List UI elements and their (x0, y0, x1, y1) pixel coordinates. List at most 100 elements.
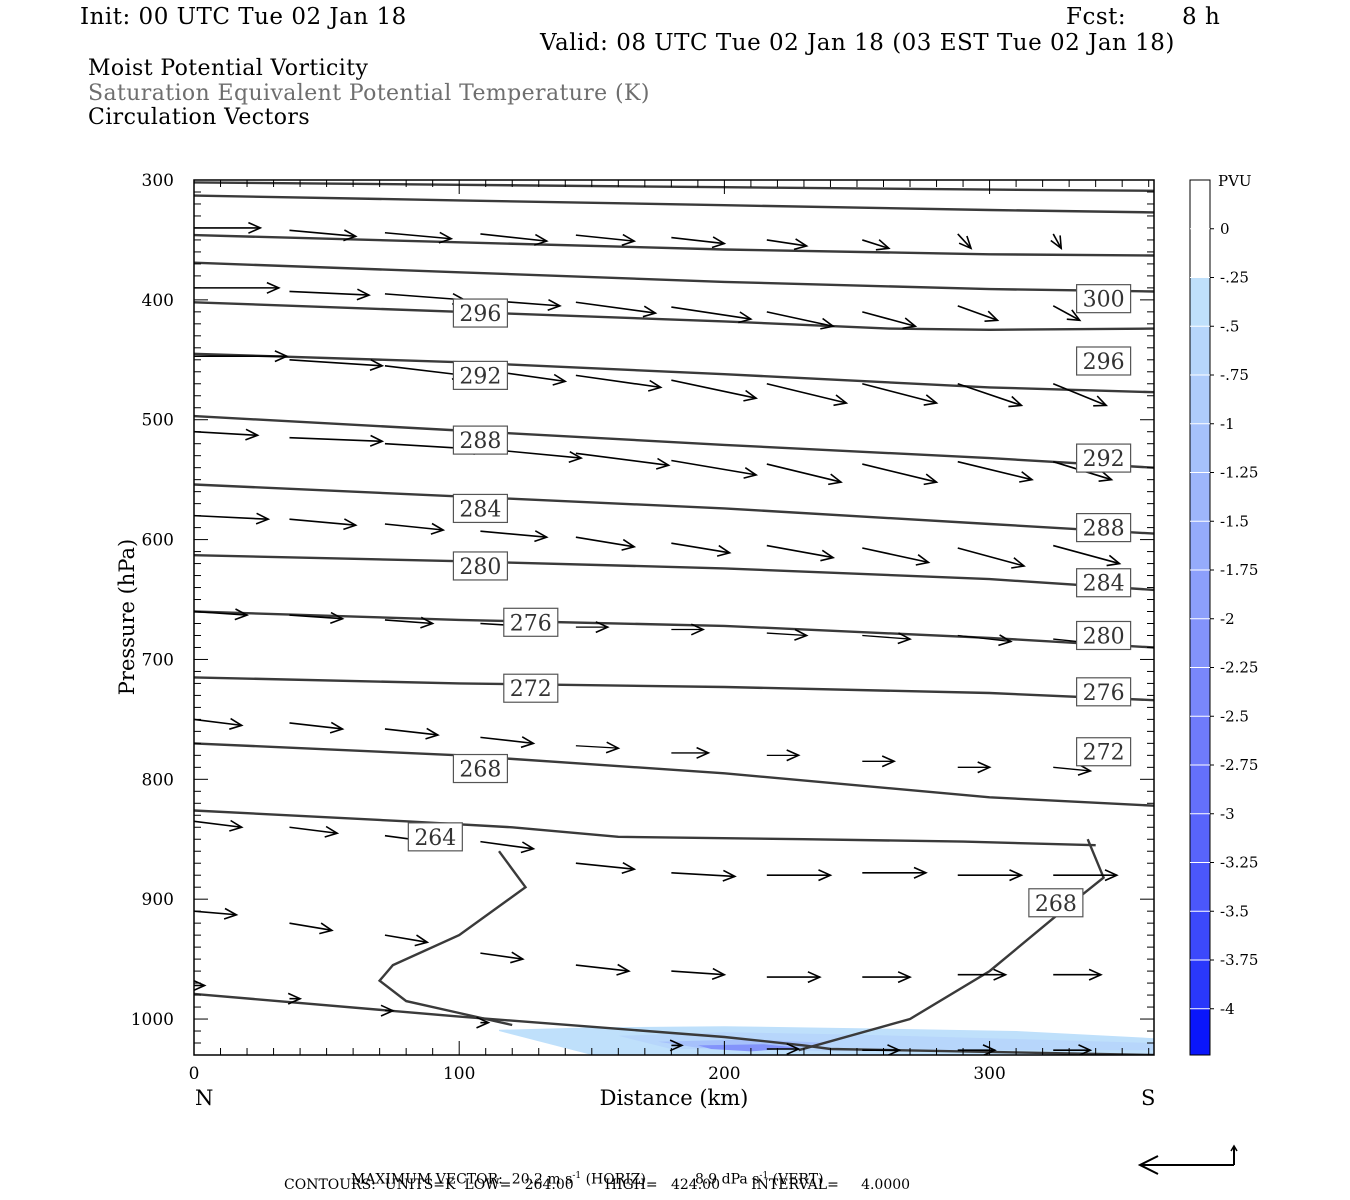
horiz-exponent: -1 (572, 1171, 582, 1181)
forecast-hour: 8 h (1182, 4, 1221, 30)
circulation-vector (384, 727, 440, 740)
contour-label-268: 268 (452, 753, 509, 784)
colorbar-label: -2.75 (1220, 756, 1258, 774)
colorbar-label: -1.5 (1220, 512, 1249, 530)
circulation-vector (862, 239, 891, 251)
x-tick-label: 100 (443, 1064, 475, 1084)
svg-text:284: 284 (1083, 572, 1125, 597)
svg-text:276: 276 (1083, 681, 1125, 706)
y-tick-label: 800 (142, 770, 174, 790)
circulation-vector (1052, 305, 1082, 322)
circulation-vector (575, 963, 631, 976)
circulation-vector (957, 460, 1034, 483)
colorbar-swatch (1190, 1008, 1210, 1055)
theta-es-contour-288 (194, 554, 1154, 592)
theta-es-contour-300 (194, 352, 1154, 394)
circulation-vector (480, 530, 549, 543)
theta-es-contour (194, 261, 1154, 293)
circulation-vector (957, 968, 1008, 981)
pv-shade-region (658, 1039, 831, 1049)
circulation-vector (1053, 1044, 1093, 1055)
colorbar-swatch (1190, 667, 1210, 717)
circulation-vector (766, 544, 836, 562)
circulation-vector (575, 374, 663, 392)
circulation-vector (862, 632, 912, 645)
svg-text:272: 272 (1083, 741, 1125, 766)
svg-text:288: 288 (1083, 517, 1125, 542)
svg-text:280: 280 (1083, 624, 1125, 649)
y-tick-label: 900 (142, 890, 174, 910)
contour-label-300: 300 (1076, 284, 1132, 314)
theta-es-contour-280 (194, 676, 1154, 702)
circulation-vector (671, 869, 737, 882)
circulation-vector (766, 971, 822, 984)
contour-label-292: 292 (1076, 443, 1132, 473)
circulation-vector (671, 623, 706, 636)
circulation-vector (862, 547, 931, 566)
circulation-vector (194, 717, 244, 730)
theta-es-contours (194, 181, 1154, 1055)
circulation-vector (862, 755, 897, 768)
contour-labels: 300 296 292 288 284 280 276 272 296 292 288 284 280 2… (407, 284, 1132, 918)
y-tick-label: 1000 (131, 1010, 174, 1030)
south-label: S (1141, 1086, 1155, 1110)
circulation-vector (1050, 233, 1063, 251)
circulation-vector (671, 379, 759, 402)
reference-vector-vertical-head (1230, 1144, 1238, 1152)
circulation-vector (480, 736, 536, 749)
circulation-vector (384, 616, 435, 629)
circulation-vector (1053, 968, 1103, 981)
y-tick-label: 500 (142, 411, 174, 431)
circulation-vector (575, 536, 637, 551)
colorbar-swatch (1190, 570, 1210, 619)
contour-label-264: 264 (407, 822, 463, 852)
circulation-vector (575, 301, 658, 318)
circulation-vector (957, 233, 973, 250)
circulation-vector (384, 364, 467, 380)
field-title-theta-es: Saturation Equivalent Potential Temperat… (88, 81, 650, 106)
contour-label-284: 284 (1076, 568, 1132, 598)
contour-label-276: 276 (503, 607, 559, 637)
circulation-vector (671, 967, 727, 980)
y-tick-label: 700 (142, 650, 174, 670)
circulation-vector (862, 866, 928, 879)
theta-es-contour (194, 194, 1154, 214)
svg-text:300: 300 (1083, 288, 1125, 313)
colorbar-swatch (1190, 716, 1210, 765)
circulation-vector (957, 383, 1024, 408)
contour-label-280: 280 (1076, 620, 1132, 651)
svg-text:268: 268 (459, 758, 501, 783)
colorbar-label: -4 (1220, 1000, 1235, 1018)
colorbar-label: -1 (1220, 415, 1235, 433)
circulation-vector (194, 608, 249, 621)
pv-colorbar: PVU 0 -.25 -.5 -.75 -1 -1.25 -1.5 -1.75 -2 -2.25 -2… (1189, 172, 1258, 1056)
colorbar-label: -3.25 (1220, 854, 1258, 872)
x-tick-label: 200 (708, 1064, 740, 1084)
max-vector-line: MAXIMUM VECTOR: 20.2 m s-1 (HORIZ) 8.9 d… (342, 1158, 824, 1187)
circulation-vector (1053, 869, 1119, 882)
contour-label-292: 292 (452, 360, 509, 390)
contour-info: CONTOURS: UNITS=K LOW= 264.00 HIGH= 424.… (284, 1177, 911, 1193)
colorbar-label: 0 (1220, 220, 1230, 238)
y-tick-label: 400 (142, 291, 174, 311)
circulation-vector (384, 522, 446, 535)
circulation-vector (289, 358, 385, 372)
circulation-vector (480, 951, 525, 964)
circulation-vector (671, 542, 732, 557)
svg-text:292: 292 (459, 364, 501, 389)
y-axis-label: Pressure (hPa) (115, 539, 139, 695)
colorbar-swatch (1190, 472, 1210, 522)
circulation-vector (862, 382, 939, 406)
max-vector-horiz: 20.2 m s (511, 1171, 573, 1188)
circulation-vector (671, 236, 727, 249)
circulation-vector (671, 306, 753, 324)
contour-label-272: 272 (1076, 737, 1132, 767)
circulation-vector (862, 463, 939, 486)
contour-label-280: 280 (452, 551, 509, 581)
forecast-label: Fcst: (1066, 4, 1127, 30)
max-vector-label: MAXIMUM VECTOR: (350, 1171, 503, 1188)
circulation-vector (957, 761, 992, 774)
circulation-vector (957, 305, 1000, 322)
colorbar-swatch (1190, 228, 1210, 278)
